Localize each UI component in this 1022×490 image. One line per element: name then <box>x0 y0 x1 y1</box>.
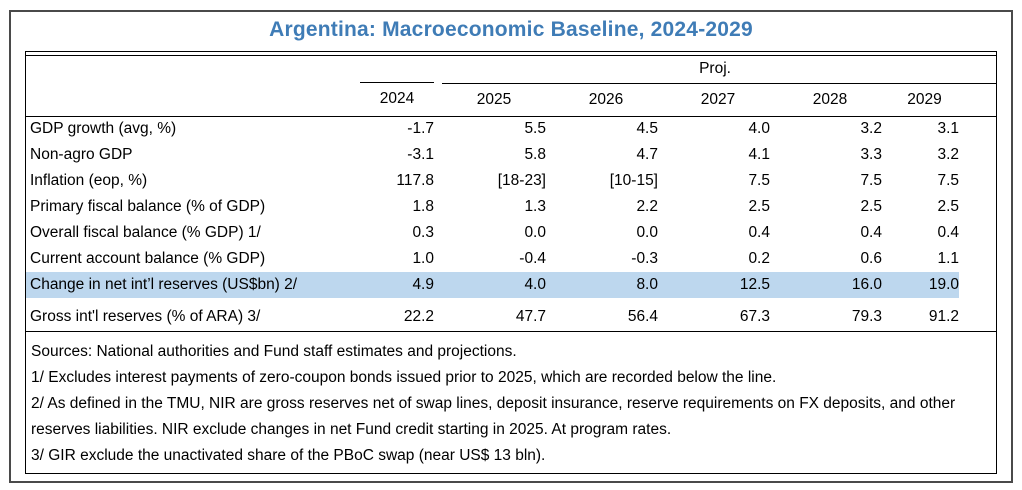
footnote-3: 3/ GIR exclude the unactivated share of … <box>31 447 546 464</box>
col-header-2028: 2028 <box>778 83 890 117</box>
table-row-current-account-balance: Current account balance (% GDP) 1.0 -0.4… <box>26 246 996 272</box>
table-cell: 0.4 <box>937 224 960 241</box>
row-label: Change in net int’l reserves (US$bn) 2/ <box>26 272 360 298</box>
table-cell: 4.7 <box>636 146 658 163</box>
proj-header: Proj. <box>442 56 997 84</box>
table-cell: 56.4 <box>627 308 658 325</box>
row-label: Current account balance (% GDP) <box>30 250 266 267</box>
table-cell: 7.5 <box>937 172 960 189</box>
table-cell: 0.4 <box>860 224 882 241</box>
outer-frame: Argentina: Macroeconomic Baseline, 2024-… <box>9 10 1013 483</box>
row-label: Overall fiscal balance (% GDP) 1/ <box>30 224 261 241</box>
table-cell: 67.3 <box>739 308 770 325</box>
table-cell: 47.7 <box>515 308 546 325</box>
table-cell: 1.8 <box>412 198 434 215</box>
table-cell: 16.0 <box>778 272 890 298</box>
table-cell: 0.0 <box>636 224 658 241</box>
table-cell: -3.1 <box>407 146 434 163</box>
row-label: Non-agro GDP <box>30 146 133 163</box>
double-rule <box>26 52 996 56</box>
macro-table: Proj. 2024 2025 2026 2027 2028 2029 GDP … <box>26 56 997 331</box>
table-cell: 22.2 <box>403 308 434 325</box>
table-cell: 4.9 <box>360 272 442 298</box>
col-header-2029: 2029 <box>890 83 997 117</box>
row-label: Gross int'l reserves (% of ARA) 3/ <box>30 308 261 325</box>
table-cell: 1.0 <box>412 250 434 267</box>
table-cell: 2.5 <box>937 198 960 215</box>
table-cell: 5.5 <box>524 120 546 138</box>
table-cell: 1.1 <box>937 250 960 267</box>
table-cell: 7.5 <box>748 172 770 189</box>
table-row-overall-fiscal-balance: Overall fiscal balance (% GDP) 1/ 0.3 0.… <box>26 220 996 246</box>
table-cell: 91.2 <box>928 308 960 325</box>
table-row-gross-reserves: Gross int'l reserves (% of ARA) 3/ 22.2 … <box>26 298 996 331</box>
table-cell: 12.5 <box>666 272 778 298</box>
footnotes: Sources: National authorities and Fund s… <box>26 331 996 473</box>
table-cell: 3.2 <box>937 146 960 163</box>
row-label: Inflation (eop, %) <box>30 172 148 189</box>
col-header-2024: 2024 <box>360 83 442 117</box>
footnote-2: 2/ As defined in the TMU, NIR are gross … <box>31 395 956 438</box>
table-cell: 117.8 <box>396 172 434 189</box>
col-header-2026: 2026 <box>554 83 666 117</box>
macro-table-box: Proj. 2024 2025 2026 2027 2028 2029 GDP … <box>25 51 997 474</box>
table-cell: -1.7 <box>407 120 434 138</box>
table-cell: 19.0 <box>890 272 997 298</box>
table-cell: 0.6 <box>860 250 882 267</box>
table-row-primary-fiscal-balance: Primary fiscal balance (% of GDP) 1.8 1.… <box>26 194 996 220</box>
col-header-2027: 2027 <box>666 83 778 117</box>
footnote-sources: Sources: National authorities and Fund s… <box>31 343 517 360</box>
page-title: Argentina: Macroeconomic Baseline, 2024-… <box>269 18 753 41</box>
table-row-inflation: Inflation (eop, %) 117.8 [18-23] [10-15]… <box>26 168 996 194</box>
row-label: Primary fiscal balance (% of GDP) <box>30 198 266 215</box>
table-cell: 4.0 <box>748 120 770 138</box>
table-cell: -0.3 <box>631 250 658 267</box>
table-cell: 5.8 <box>524 146 546 163</box>
table-row-gdp-growth: GDP growth (avg, %) -1.7 5.5 4.5 4.0 3.2… <box>26 116 996 142</box>
table-cell: 2.2 <box>636 198 658 215</box>
table-cell: 4.5 <box>636 120 658 138</box>
table-cell: 7.5 <box>860 172 882 189</box>
row-label: GDP growth (avg, %) <box>30 120 177 138</box>
table-cell: 2.5 <box>860 198 882 215</box>
footnote-1: 1/ Excludes interest payments of zero-co… <box>31 369 777 386</box>
year-header-row: 2024 2025 2026 2027 2028 2029 <box>26 83 997 117</box>
table-cell: 3.1 <box>937 120 960 138</box>
col-header-2025: 2025 <box>442 83 554 117</box>
table-cell: [10-15] <box>609 172 658 189</box>
proj-header-row: Proj. <box>26 56 997 84</box>
table-cell: -0.4 <box>519 250 546 267</box>
table-cell: 0.2 <box>748 250 770 267</box>
table-cell: 4.1 <box>748 146 770 163</box>
table-row-change-nir-highlighted: Change in net int’l reserves (US$bn) 2/ … <box>26 272 997 298</box>
blank-label-header <box>26 56 360 83</box>
table-cell: 3.3 <box>860 146 882 163</box>
table-cell: 2.5 <box>748 198 770 215</box>
table-row-non-agro-gdp: Non-agro GDP -3.1 5.8 4.7 4.1 3.3 3.2 <box>26 142 996 168</box>
table-cell: 4.0 <box>442 272 554 298</box>
table-cell: 3.2 <box>860 120 882 138</box>
table-cell: 0.3 <box>412 224 434 241</box>
table-cell: 1.3 <box>524 198 546 215</box>
blank-2024-header <box>360 56 442 83</box>
table-body: GDP growth (avg, %) -1.7 5.5 4.5 4.0 3.2… <box>26 116 997 331</box>
table-cell: [18-23] <box>497 172 546 189</box>
table-cell: 8.0 <box>554 272 666 298</box>
table-cell: 0.4 <box>748 224 770 241</box>
table-cell: 79.3 <box>851 308 882 325</box>
table-cell: 0.0 <box>524 224 546 241</box>
blank-label-header <box>26 83 360 117</box>
